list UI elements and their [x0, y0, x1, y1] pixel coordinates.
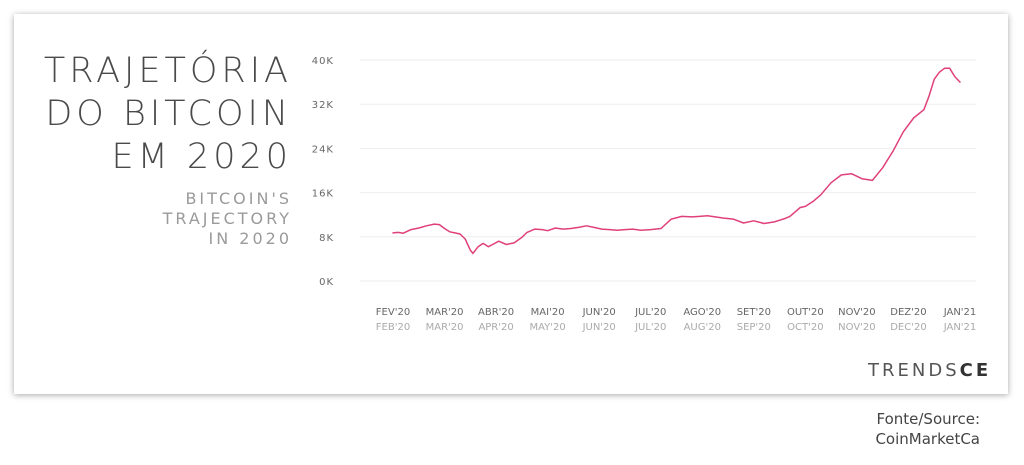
x-tick-label-8: OUT'20 [787, 307, 824, 318]
x-tick-label-5: JUL'20 [634, 307, 666, 318]
chart-subtitle-line-1: BITCOIN'S [185, 189, 292, 208]
x-tick-label-11: JAN'21 [943, 307, 977, 318]
y-tick-label-1: 8K [319, 233, 334, 244]
x-tick-label-en-2: APR'20 [478, 322, 513, 333]
source-label: Fonte/Source: [876, 410, 980, 428]
x-tick-label-en-1: MAR'20 [426, 322, 464, 333]
chart-card: TRAJETÓRIA DO BITCOIN EM 2020 BITCOIN'S … [14, 14, 1008, 394]
chart-subtitle-line-3: IN 2020 [208, 229, 292, 248]
y-tick-label-0: 0K [319, 277, 334, 288]
x-tick-label-en-0: FEB'20 [376, 322, 410, 333]
x-tick-label-6: AGO'20 [683, 307, 721, 318]
subtitle-block: BITCOIN'S TRAJECTORY IN 2020 [36, 189, 292, 249]
x-tick-label-7: SET'20 [737, 307, 771, 318]
x-tick-label-3: MAI'20 [531, 307, 565, 318]
logo-prefix: TRENDS [868, 360, 960, 381]
x-tick-label-1: MAR'20 [426, 307, 464, 318]
title-block: TRAJETÓRIA DO BITCOIN EM 2020 BITCOIN'S … [36, 50, 292, 249]
x-tick-label-en-8: OCT'20 [787, 322, 823, 333]
series-line-0 [392, 67, 961, 255]
x-tick-label-en-6: AUG'20 [684, 322, 721, 333]
source-name: CoinMarketCa [875, 430, 980, 448]
x-tick-label-en-10: DEC'20 [890, 322, 926, 333]
x-tick-label-en-9: NOV'20 [838, 322, 876, 333]
chart-title-line-1: TRAJETÓRIA [43, 51, 292, 91]
x-tick-label-2: ABR'20 [478, 307, 514, 318]
x-tick-label-en-7: SEP'20 [737, 322, 771, 333]
x-tick-label-10: DEZ'20 [890, 307, 926, 318]
y-tick-label-3: 24K [312, 144, 334, 155]
y-tick-label-5: 40K [312, 56, 334, 67]
x-tick-label-en-5: JUL'20 [634, 322, 666, 333]
source-note: Fonte/Source: CoinMarketCa [830, 409, 980, 449]
chart-title-line-2: DO BITCOIN [45, 94, 292, 134]
trendsce-logo: TRENDSCE [868, 360, 991, 381]
x-tick-label-en-4: JUN'20 [582, 322, 616, 333]
chart-subtitle-line-2: TRAJECTORY [162, 209, 292, 228]
logo-suffix: CE [959, 360, 992, 381]
x-tick-label-en-11: JAN'21 [943, 322, 977, 333]
x-tick-label-4: JUN'20 [582, 307, 616, 318]
chart-title-line-3: EM 2020 [111, 137, 292, 177]
y-tick-label-2: 16K [312, 189, 334, 200]
x-tick-label-en-3: MAY'20 [529, 322, 565, 333]
x-tick-label-0: FEV'20 [376, 307, 410, 318]
x-tick-label-9: NOV'20 [838, 307, 876, 318]
y-tick-label-4: 32K [312, 100, 334, 111]
line-chart: 0K 8K 16K 24K 32K 40K FEV'20 FEB'20 MAR'20 MAR'20… [312, 56, 977, 333]
